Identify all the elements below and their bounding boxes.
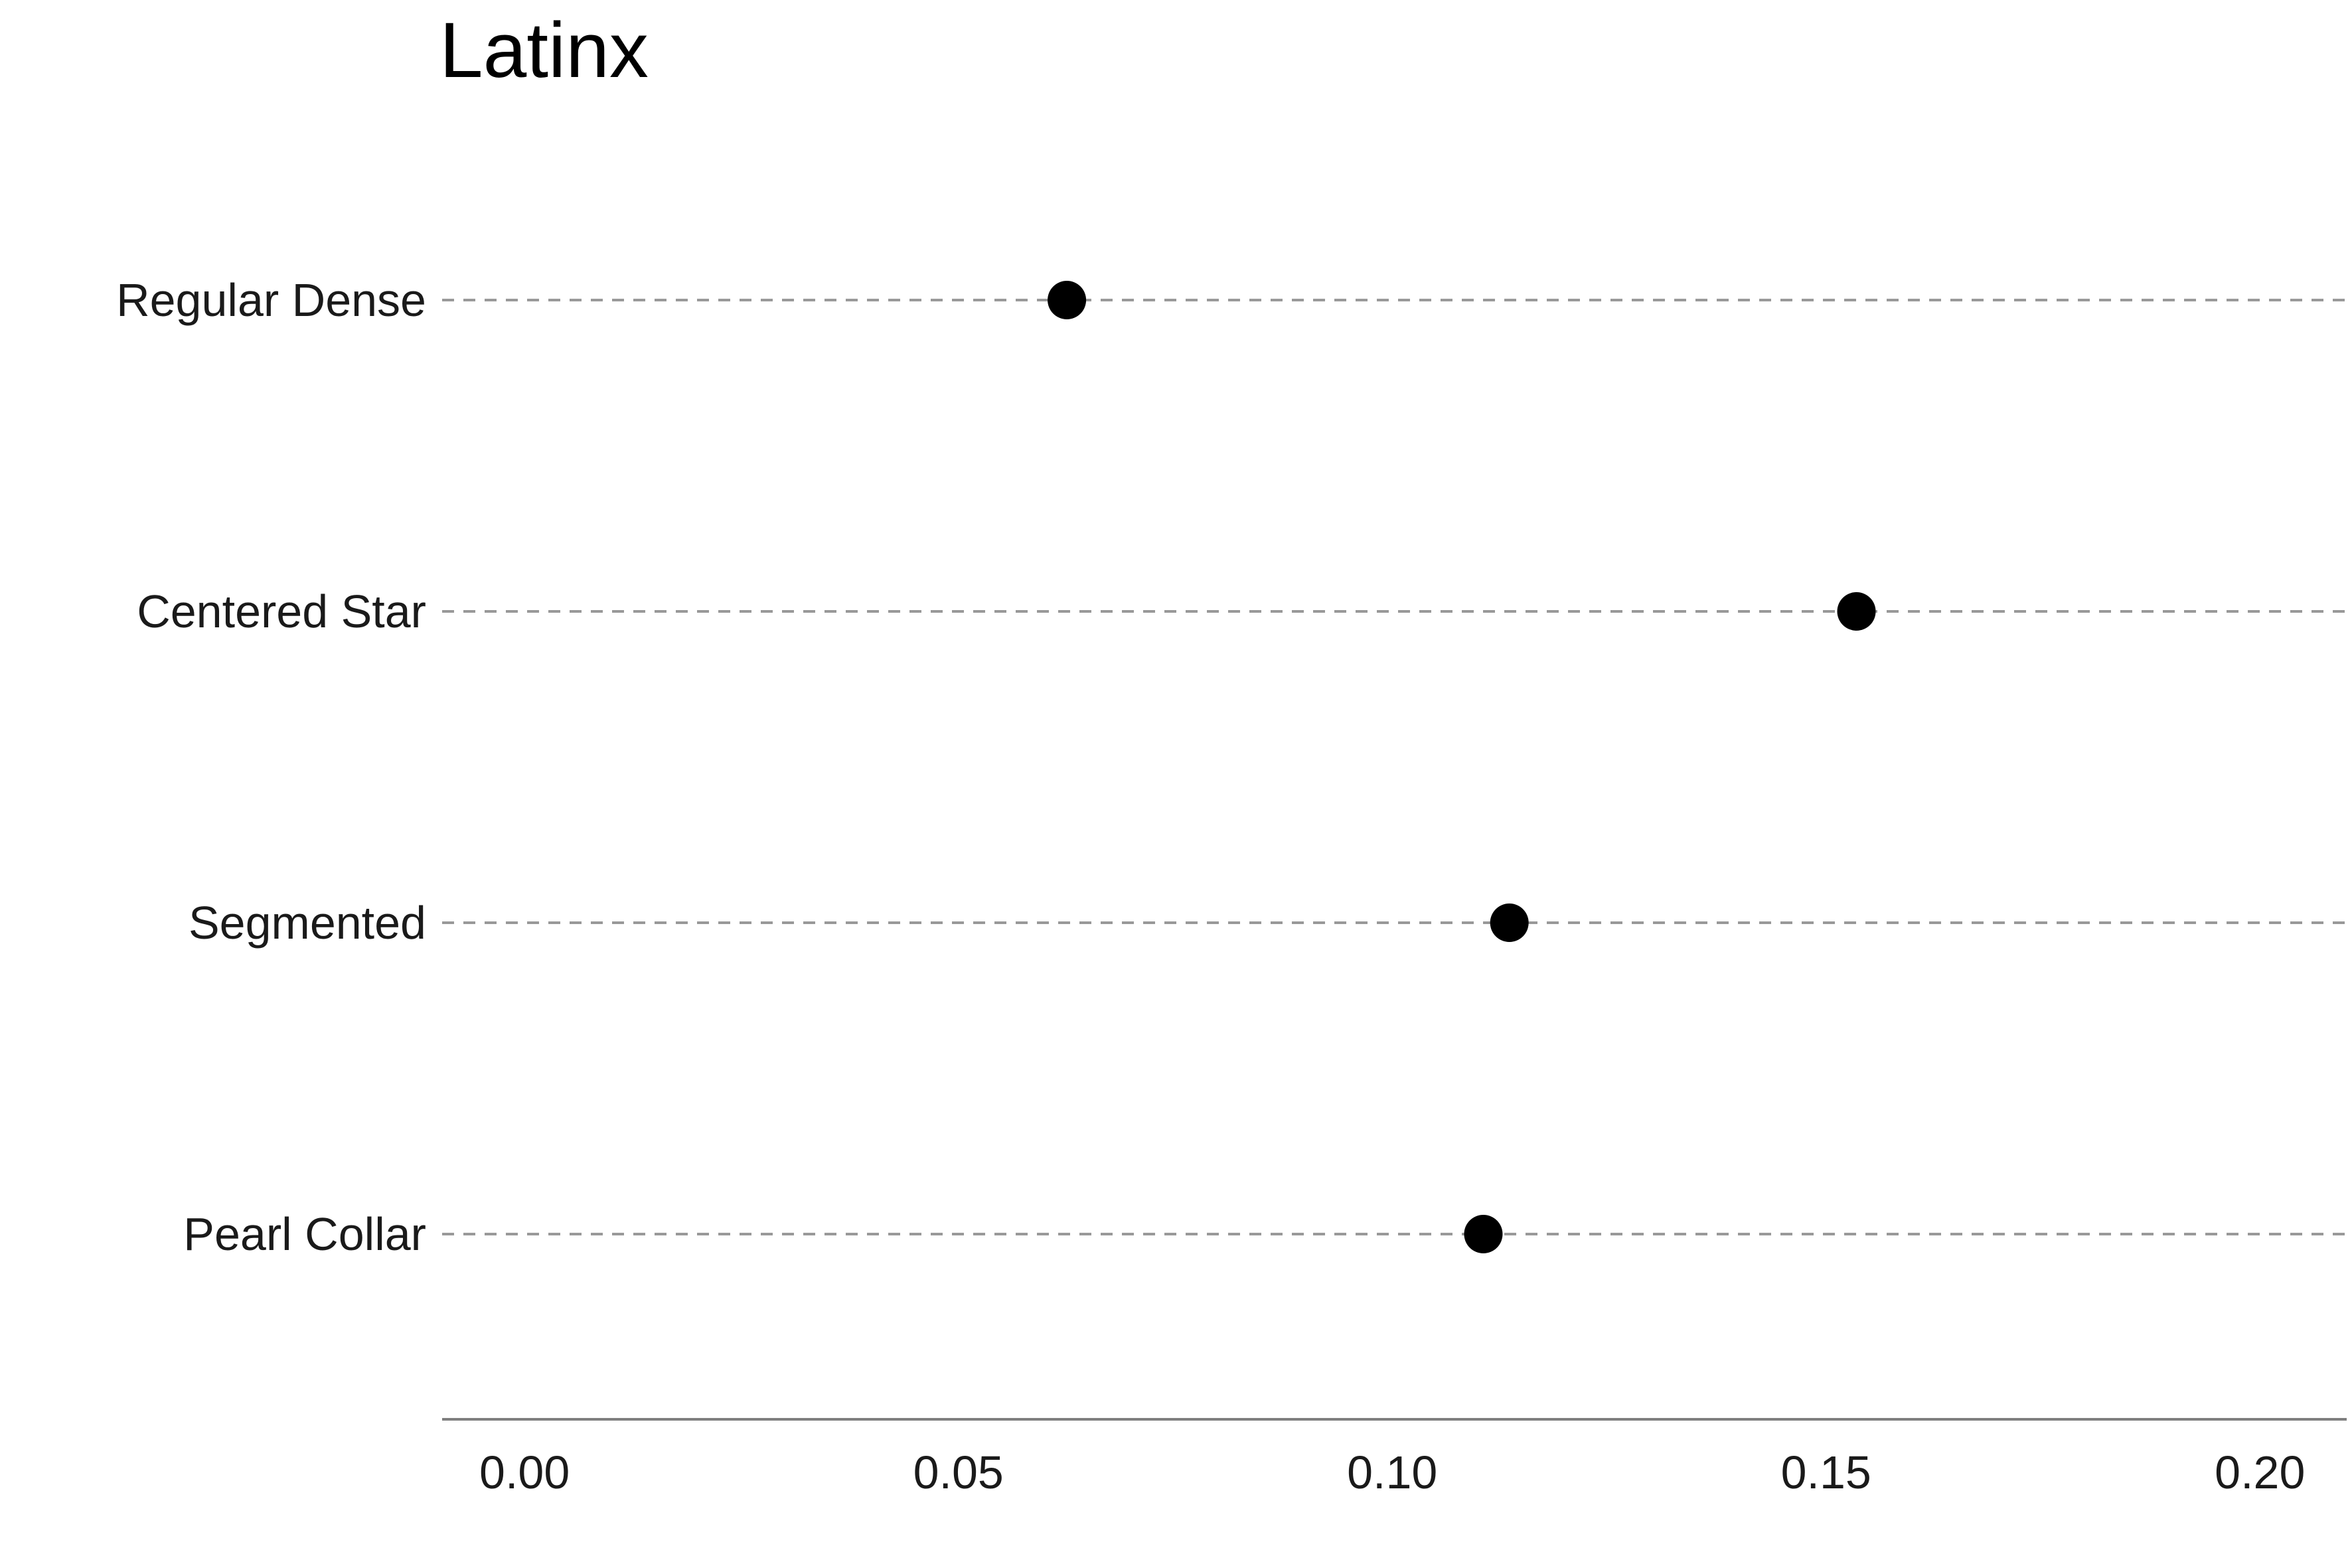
data-point [1464,1215,1503,1253]
data-points [1048,281,1876,1253]
data-point [1048,281,1087,319]
x-tick-label: 0.15 [1781,1447,1871,1498]
y-axis-category-labels: Regular Dense Centered Star Segmented Pearl… [116,274,426,1260]
category-label: Regular Dense [116,274,426,326]
category-label: Pearl Collar [183,1208,426,1260]
x-tick-label: 0.10 [1347,1447,1437,1498]
category-guide-lines [442,299,2347,1235]
x-tick-label: 0.05 [913,1447,1004,1498]
chart-title: Latinx [439,7,649,94]
x-axis-tick-labels: 0.00 0.05 0.10 0.15 0.20 [479,1447,2305,1498]
category-label: Segmented [189,897,426,949]
x-tick-label: 0.00 [479,1447,570,1498]
data-point [1490,903,1529,942]
data-point [1837,592,1876,631]
category-label: Centered Star [137,586,426,637]
x-tick-label: 0.20 [2215,1447,2305,1498]
